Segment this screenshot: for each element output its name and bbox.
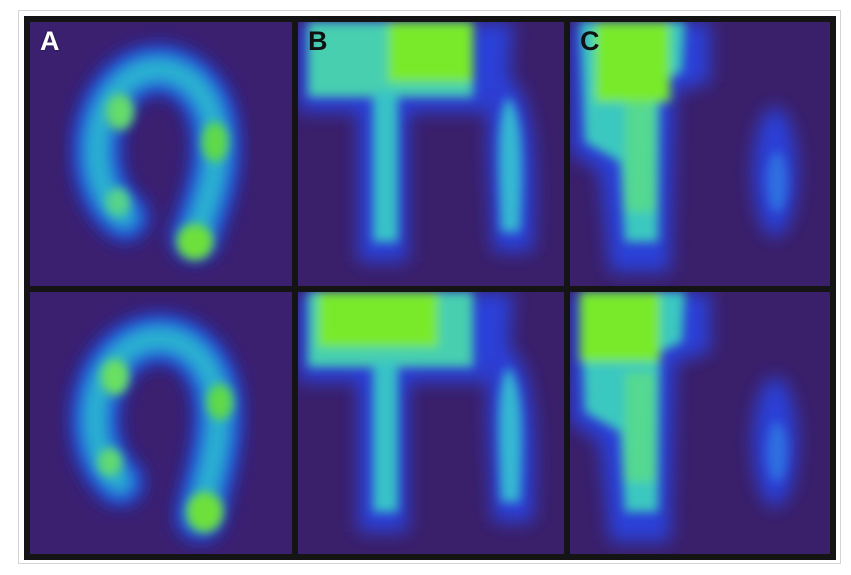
panel-label: A bbox=[40, 26, 60, 56]
long-axis-slice-image bbox=[570, 22, 830, 286]
panel-a-bottom bbox=[30, 292, 292, 554]
long-axis-slice-image bbox=[298, 292, 564, 554]
long-axis-slice-image bbox=[570, 292, 830, 554]
scan-figure: A B bbox=[24, 16, 836, 560]
panel-a-top: A bbox=[30, 22, 292, 286]
panel-c-bottom bbox=[570, 292, 830, 554]
panel-b-top: B bbox=[298, 22, 564, 286]
long-axis-slice-image bbox=[298, 22, 564, 286]
panel-b-bottom bbox=[298, 292, 564, 554]
short-axis-slice-image bbox=[30, 22, 292, 286]
short-axis-slice-image bbox=[30, 292, 292, 554]
panel-c-top: C bbox=[570, 22, 830, 286]
panel-label: C bbox=[580, 26, 600, 56]
panel-label: B bbox=[308, 26, 328, 56]
